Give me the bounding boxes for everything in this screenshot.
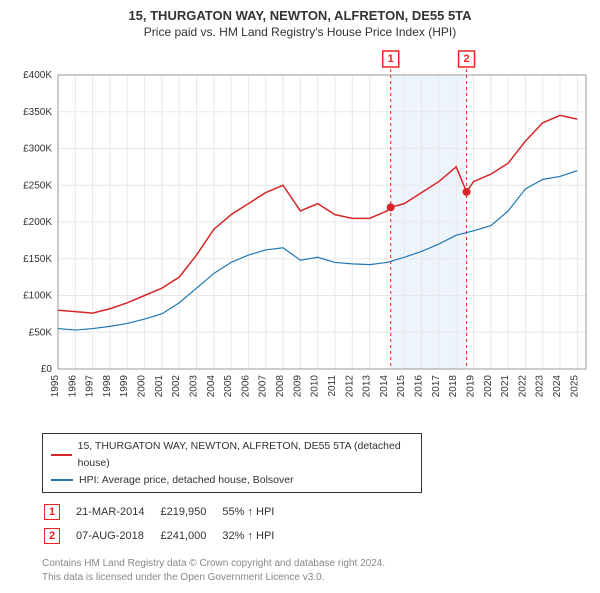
svg-text:1995: 1995 (50, 375, 61, 398)
legend-label: HPI: Average price, detached house, Bols… (79, 472, 294, 489)
svg-text:1: 1 (388, 53, 394, 65)
svg-text:£250K: £250K (23, 180, 52, 191)
svg-text:£400K: £400K (23, 70, 52, 81)
svg-text:2009: 2009 (292, 375, 303, 398)
svg-text:2005: 2005 (223, 375, 234, 398)
svg-text:£150K: £150K (23, 254, 52, 265)
svg-text:2011: 2011 (327, 375, 338, 397)
svg-text:1999: 1999 (119, 375, 130, 398)
legend-item: HPI: Average price, detached house, Bols… (51, 472, 413, 489)
line-chart: £0 £50K £100K £150K £200K £250K £300K £350K £400… (8, 45, 592, 425)
svg-text:2016: 2016 (414, 375, 425, 398)
svg-text:2021: 2021 (500, 375, 511, 398)
chart-subtitle: Price paid vs. HM Land Registry's House … (8, 25, 592, 39)
svg-text:2015: 2015 (396, 375, 407, 398)
sale-point-delta: 55% ↑ HPI (222, 501, 288, 523)
svg-text:2018: 2018 (448, 375, 459, 398)
svg-text:£200K: £200K (23, 217, 52, 228)
svg-text:2022: 2022 (517, 375, 528, 398)
footnote-line2: This data is licensed under the Open Gov… (42, 571, 592, 585)
sale-point-row: 2 07-AUG-2018£241,00032% ↑ HPI (44, 525, 288, 547)
footnote-line1: Contains HM Land Registry data © Crown c… (42, 557, 592, 571)
svg-text:£100K: £100K (23, 291, 52, 302)
sale-point-marker: 2 (44, 528, 60, 544)
svg-text:2010: 2010 (310, 375, 321, 398)
legend-box: 15, THURGATON WAY, NEWTON, ALFRETON, DE5… (42, 433, 422, 493)
legend-label: 15, THURGATON WAY, NEWTON, ALFRETON, DE5… (78, 438, 413, 472)
sale-point-row: 1 21-MAR-2014£219,95055% ↑ HPI (44, 501, 288, 523)
svg-text:2025: 2025 (569, 375, 580, 398)
footnote: Contains HM Land Registry data © Crown c… (42, 557, 592, 585)
svg-text:2013: 2013 (362, 375, 373, 398)
svg-text:1997: 1997 (85, 375, 96, 398)
svg-text:2006: 2006 (240, 375, 251, 398)
sale-point-date: 21-MAR-2014 (76, 501, 158, 523)
sale-point-price: £241,000 (160, 525, 220, 547)
svg-text:2012: 2012 (344, 375, 355, 398)
svg-text:2014: 2014 (379, 375, 390, 398)
svg-text:2019: 2019 (465, 375, 476, 398)
svg-text:2008: 2008 (275, 375, 286, 398)
svg-text:2002: 2002 (171, 375, 182, 398)
svg-text:2: 2 (463, 53, 469, 65)
sale-point-date: 07-AUG-2018 (76, 525, 158, 547)
svg-text:2001: 2001 (154, 375, 165, 398)
sale-point-delta: 32% ↑ HPI (222, 525, 288, 547)
svg-text:2003: 2003 (188, 375, 199, 398)
svg-text:£50K: £50K (29, 327, 53, 338)
chart-area: £0 £50K £100K £150K £200K £250K £300K £350K £400… (8, 45, 592, 425)
svg-text:2024: 2024 (552, 375, 563, 398)
svg-text:2007: 2007 (258, 375, 269, 398)
svg-text:£300K: £300K (23, 144, 52, 155)
svg-text:£0: £0 (41, 364, 53, 375)
svg-text:2004: 2004 (206, 375, 217, 398)
svg-text:£350K: £350K (23, 107, 52, 118)
legend-swatch (51, 479, 73, 481)
sale-points-table: 1 21-MAR-2014£219,95055% ↑ HPI 2 07-AUG-201… (42, 499, 290, 549)
svg-text:1998: 1998 (102, 375, 113, 398)
svg-text:1996: 1996 (67, 375, 78, 398)
svg-text:2020: 2020 (483, 375, 494, 398)
legend-swatch (51, 454, 72, 456)
legend-item: 15, THURGATON WAY, NEWTON, ALFRETON, DE5… (51, 438, 413, 472)
sale-point-marker: 1 (44, 504, 60, 520)
chart-title: 15, THURGATON WAY, NEWTON, ALFRETON, DE5… (8, 8, 592, 23)
svg-text:2000: 2000 (137, 375, 148, 398)
svg-text:2017: 2017 (431, 375, 442, 398)
sale-point-price: £219,950 (160, 501, 220, 523)
svg-text:2023: 2023 (535, 375, 546, 398)
